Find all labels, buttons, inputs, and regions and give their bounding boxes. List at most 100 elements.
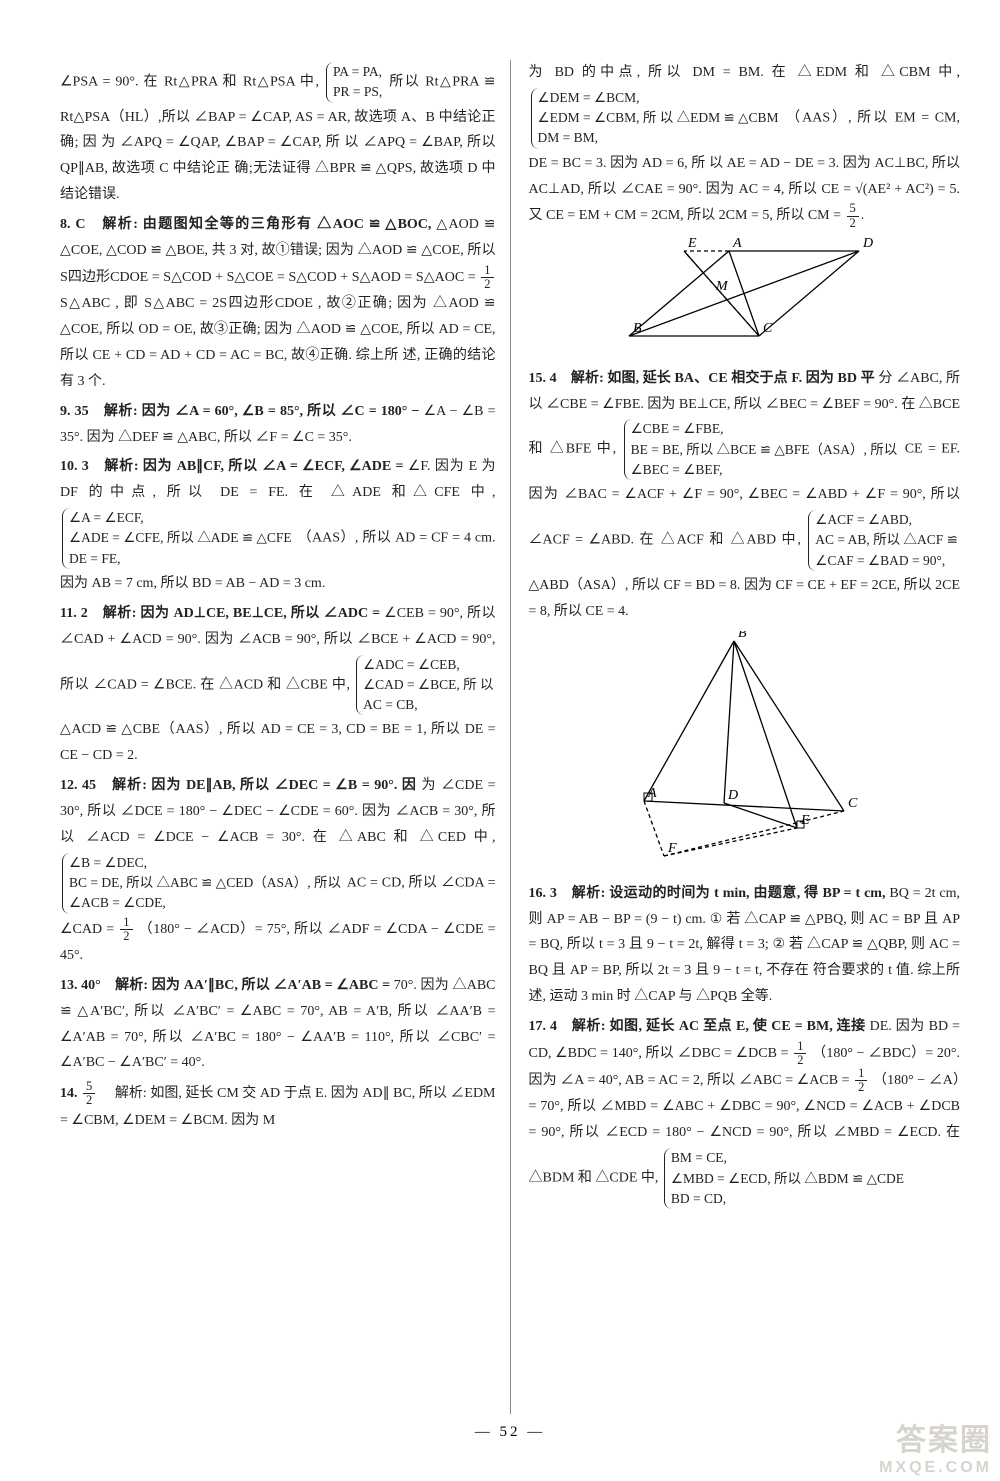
sol-7-tail: ∠PSA = 90°. 在 Rt△PRA 和 Rt△PSA 中, PA = PA…: [60, 60, 496, 208]
svg-text:B: B: [738, 631, 747, 641]
brace: PA = PA, PR = PS,: [326, 62, 382, 103]
text: BD = AB − AD = 3 cm.: [192, 576, 325, 591]
svg-text:M: M: [715, 279, 729, 294]
text: （180° −: [139, 921, 192, 936]
sol-9: 9. 35 解析: 因为 ∠A = 60°, ∠B = 85°, 所以 ∠C =…: [60, 399, 496, 451]
left-column: ∠PSA = 90°. 在 Rt△PRA 和 Rt△PSA 中, PA = PA…: [60, 60, 510, 1414]
brace-line: ∠EDM = ∠CBM, 所 以 △EDM ≌ △CBM: [538, 108, 779, 128]
page: ∠PSA = 90°. 在 Rt△PRA 和 Rt△PSA 中, PA = PA…: [0, 0, 1000, 1481]
brace-line: PA = PA,: [333, 62, 382, 82]
page-number: — 52 —: [60, 1424, 960, 1441]
brace-line: PR = PS,: [333, 82, 382, 102]
text: ∠A′BC − ∠A′BC′ = 40°.: [60, 1055, 205, 1070]
text: OE, 故③正确; 因为 △AOD ≌ △COE, 所以 AD = CE,: [174, 322, 496, 337]
text: 解析: 如图, 延长 CM 交 AD 于点 E. 因为 AD∥: [101, 1086, 390, 1101]
text: 和△CFE 中,: [392, 485, 496, 500]
fraction-5-2: 52: [847, 202, 859, 229]
fraction-half: 12: [855, 1067, 867, 1094]
text: S△ABC , 即 S△ABC =: [60, 296, 207, 311]
sol-14-cont: 为 BD 的中点, 所以 DM = BM. 在 △EDM 和 △CBM 中, ∠…: [529, 60, 961, 230]
text: 13. 40° 解析: 因为 AA′∥BC, 所以 ∠A′AB = ∠ABC =: [60, 978, 390, 993]
text: 17. 4 解析: 如图, 延长 AC 至点 E, 使 CE = BM, 连接: [529, 1019, 866, 1034]
sol-14-head: 14. 52 解析: 如图, 延长 CM 交 AD 于点 E. 因为 AD∥ B…: [60, 1080, 496, 1133]
brace-line: ∠CBE = ∠FBE,: [631, 419, 898, 439]
sol-11: 11. 2 解析: 因为 AD⊥CE, BE⊥CE, 所以 ∠ADC = ∠CE…: [60, 601, 496, 769]
text: 15. 4 解析: 如图, 延长 BA、CE 相交于点 F. 因为 BD 平: [529, 371, 875, 386]
sol-13: 13. 40° 解析: 因为 AA′∥BC, 所以 ∠A′AB = ∠ABC =…: [60, 973, 496, 1077]
brace: BM = CE, ∠MBD = ∠ECD, 所以 △BDM ≌ △CDE BD …: [664, 1148, 904, 1209]
brace-line: ∠ACF = ∠ABD,: [815, 510, 958, 530]
text: 因 为 ∠APQ = ∠QAP, ∠BAP = ∠CAP, 所 以: [83, 135, 359, 150]
text: ∠C = 35°.: [292, 430, 352, 445]
svg-text:A: A: [732, 236, 742, 251]
brace-line: BC = DE, 所以 △ABC ≌ △CED（ASA）, 所以: [69, 873, 341, 893]
text: 10. 3 解析: 因为 AB∥CF, 所以 ∠A = ∠ECF, ∠ADE =: [60, 459, 404, 474]
brace-line: DE = FE,: [69, 549, 292, 569]
brace-line: ∠B = ∠DEC,: [69, 853, 341, 873]
brace-line: AC = AB, 所以 △ACF ≌: [815, 530, 958, 550]
brace-line: ∠CAD = ∠BCE, 所 以: [363, 675, 493, 695]
svg-text:D: D: [862, 236, 873, 251]
brace: ∠B = ∠DEC, BC = DE, 所以 △ABC ≌ △CED（ASA）,…: [62, 853, 341, 914]
svg-text:E: E: [687, 236, 697, 251]
fraction-5-2: 52: [83, 1080, 95, 1107]
text: S△COE = S△COD + S△AOD = S△AOC =: [227, 270, 480, 285]
two-column-layout: ∠PSA = 90°. 在 Rt△PRA 和 Rt△PSA 中, PA = PA…: [60, 60, 960, 1414]
svg-text:B: B: [633, 321, 642, 336]
text: 8. C 解析: 由题图知全等的三角形有 △AOC ≌ △BOC,: [60, 217, 431, 232]
sol-15: 15. 4 解析: 如图, 延长 BA、CE 相交于点 F. 因为 BD 平 分…: [529, 366, 961, 625]
brace-line: BM = CE,: [671, 1148, 904, 1168]
figure-14: A D B C E M: [599, 236, 889, 356]
brace: ∠ADC = ∠CEB, ∠CAD = ∠BCE, 所 以 AC = CB,: [356, 655, 493, 716]
text: 在 △ACD 和 △CBE 中,: [200, 677, 350, 692]
sol-10: 10. 3 解析: 因为 AB∥CF, 所以 ∠A = ∠ECF, ∠ADE =…: [60, 454, 496, 596]
text: △PQB 全等.: [696, 989, 772, 1004]
text: ∠A′BC = 180° − ∠AA′B = 110°, 所以 ∠CBC′ =: [190, 1030, 495, 1045]
brace-line: DM = BM,: [538, 128, 779, 148]
text: 所以 ∠CAE = 90°. 因为 AC = 4, 所以 CE =: [588, 182, 851, 197]
sol-17: 17. 4 解析: 如图, 延长 AC 至点 E, 使 CE = BM, 连接 …: [529, 1014, 961, 1211]
item-number: 14.: [60, 1086, 81, 1101]
brace-line: ∠ADC = ∠CEB,: [363, 655, 493, 675]
sol-8: 8. C 解析: 由题图知全等的三角形有 △AOC ≌ △BOC, △AOD ≌…: [60, 212, 496, 395]
brace: ∠ACF = ∠ABD, AC = AB, 所以 △ACF ≌ ∠CAF = ∠…: [808, 510, 958, 571]
svg-text:C: C: [763, 321, 773, 336]
text: 且 9 − t = 2t, 解得 t = 3; ② 若 △CAP ≌ △QBP,…: [629, 937, 925, 952]
text: 中,: [938, 65, 960, 80]
brace-line: ∠DEM = ∠BCM,: [538, 88, 779, 108]
brace: ∠A = ∠ECF, ∠ADE = ∠CFE, 所以 △ADE ≌ △CFE D…: [62, 508, 292, 569]
svg-text:C: C: [848, 796, 858, 811]
svg-text:F: F: [667, 841, 677, 856]
fraction-half: 12: [120, 916, 132, 943]
sol-12: 12. 45 解析: 因为 DE∥AB, 所以 ∠DEC = ∠B = 90°.…: [60, 773, 496, 969]
fraction-half: 12: [794, 1040, 806, 1067]
text: AB = AC = 2, 所以 ∠ABC = ∠ACB =: [625, 1073, 853, 1088]
brace-line: AC = CB,: [363, 695, 493, 715]
brace: ∠CBE = ∠FBE, BE = BE, 所以 △BCE ≌ △BFE（ASA…: [624, 419, 898, 480]
right-column: 为 BD 的中点, 所以 DM = BM. 在 △EDM 和 △CBM 中, ∠…: [511, 60, 961, 1414]
svg-text:A: A: [647, 786, 657, 801]
svg-text:D: D: [727, 788, 738, 803]
text: 和 △ABD 中,: [709, 533, 801, 548]
text: ∠DCB =: [736, 1046, 793, 1061]
brace-line: BD = CD,: [671, 1189, 904, 1209]
text: 为 BD 的中点, 所以 DM = BM. 在 △EDM 和 △CBM: [529, 65, 931, 80]
text: △ACD ≌ △CBE（AAS）, 所以 AD = CE = 3, CD =: [60, 722, 378, 737]
text: 16. 3 解析: 设运动的时间为 t min, 由题意, 得 BP = t c…: [529, 886, 886, 901]
text: （180° −: [873, 1073, 925, 1088]
text: 11. 2 解析: 因为 AD⊥CE, BE⊥CE, 所以 ∠ADC =: [60, 606, 380, 621]
text: 12. 45 解析: 因为 DE∥AB, 所以 ∠DEC = ∠B = 90°.…: [60, 778, 417, 793]
brace-line: ∠CAF = ∠BAD = 90°,: [815, 551, 958, 571]
brace-line: ∠BEC = ∠BEF,: [631, 460, 898, 480]
brace-line: ∠ADE = ∠CFE, 所以 △ADE ≌ △CFE: [69, 528, 292, 548]
brace-line: ∠A = ∠ECF,: [69, 508, 292, 528]
text: ∠DCE − ∠ACB = 30°. 在 △ABC 和 △CED 中,: [153, 830, 495, 845]
text: ∠PSA = 90°. 在 Rt△PRA 和 Rt△PSA 中,: [60, 74, 319, 89]
fraction-half: 12: [481, 264, 493, 291]
text: 2CM = 5, 所以 CM =: [719, 208, 845, 223]
brace-line: ∠MBD = ∠ECD, 所以 △BDM ≌ △CDE: [671, 1169, 904, 1189]
brace-line: BE = BE, 所以 △BCE ≌ △BFE（ASA）, 所以: [631, 440, 898, 460]
brace: ∠DEM = ∠BCM, ∠EDM = ∠CBM, 所 以 △EDM ≌ △CB…: [531, 88, 779, 149]
text: △ABD（ASA）, 所以 CF = BD = 8. 因为 CF = CE +: [529, 578, 837, 593]
text: 9. 35 解析: 因为 ∠A = 60°, ∠B = 85°, 所以 ∠C =…: [60, 404, 419, 419]
